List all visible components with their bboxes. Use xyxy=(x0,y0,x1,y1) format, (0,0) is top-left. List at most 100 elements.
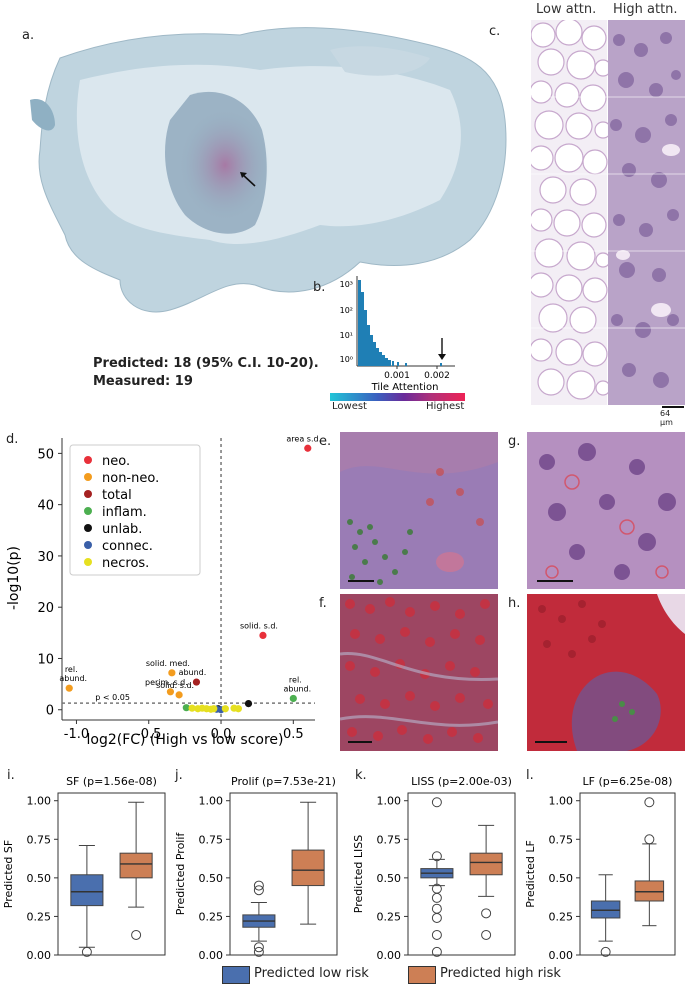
panel-label-f: f. xyxy=(319,596,327,611)
volcano-plot: -log10(p) log2(FC) (High vs low score) -… xyxy=(6,434,321,748)
volcano-xlabel: log2(FC) (High vs low score) xyxy=(86,732,283,748)
boxplot-ytick-label: 0.25 xyxy=(199,910,224,923)
panel-label-d: d. xyxy=(6,432,19,447)
boxplot-outlier xyxy=(131,929,142,940)
arrow-head-icon xyxy=(240,172,247,178)
boxplot-ylabel: Predicted SF xyxy=(2,840,15,908)
volcano-ytick-label: 30 xyxy=(37,550,54,565)
low-attention-heading: Low attn. xyxy=(536,2,597,17)
boxplot-ytick-label: 0.50 xyxy=(27,872,52,885)
volcano-point xyxy=(65,684,73,692)
boxplot-ytick-label: 1.00 xyxy=(549,795,574,808)
boxplot-outlier xyxy=(644,834,655,845)
volcano-legend-marker xyxy=(84,473,92,481)
boxplot-ytick-label: 0.75 xyxy=(549,833,574,846)
panel-label-g: g. xyxy=(508,434,521,449)
hist-ytick: 10⁰ xyxy=(340,355,353,364)
volcano-legend-label: total xyxy=(102,488,132,503)
micrograph-h xyxy=(527,594,685,751)
volcano-legend-marker xyxy=(84,558,92,566)
down-arrow-head-icon xyxy=(438,354,446,360)
volcano-ylabel: -log10(p) xyxy=(6,546,22,610)
hist-ytick: 10¹ xyxy=(340,331,353,340)
colorbar-low-label: Lowest xyxy=(332,401,367,412)
boxplot-outlier xyxy=(600,946,611,957)
volcano-legend-marker xyxy=(84,456,92,464)
boxplot-ytick-label: 0.00 xyxy=(27,949,52,962)
volcano-ytick-label: 50 xyxy=(37,447,54,462)
boxplot-box xyxy=(70,874,104,907)
attention-histogram: 10³ 10² 10¹ 10⁰ 0.001 0.002 Tile Attenti… xyxy=(340,276,455,393)
panel-label-b: b. xyxy=(313,280,326,295)
panel-label-j: j. xyxy=(175,768,183,783)
volcano-point xyxy=(166,688,175,696)
boxplot-title: LF (p=6.25e-08) xyxy=(583,775,673,788)
volcano-point-label: solid. s.d. xyxy=(240,621,278,630)
volcano-ytick-label: 0 xyxy=(46,704,54,719)
volcano-xtick-label: -0.5 xyxy=(136,727,161,742)
predicted-text: Predicted: 18 (95% C.I. 10-20). xyxy=(93,356,319,371)
boxplot-outlier xyxy=(431,946,442,957)
boxplot-ytick-label: 1.00 xyxy=(377,795,402,808)
hist-xtick: 0.002 xyxy=(424,371,450,381)
boxplot-ylabel: Predicted LISS xyxy=(352,835,365,913)
micrograph-g xyxy=(527,432,685,589)
volcano-point-label: solid. med. xyxy=(146,659,190,668)
volcano-point xyxy=(192,678,201,686)
boxplot-lf: LF (p=6.25e-08) 0.00 0.25 0.50 0.75 1.00 Predi… xyxy=(524,775,676,962)
tissue-fragment-top xyxy=(330,46,430,76)
boxplot-frame xyxy=(579,792,676,956)
volcano-point xyxy=(259,631,267,639)
volcano-ytick-label: 10 xyxy=(37,652,54,667)
hist-bars xyxy=(358,280,442,366)
volcano-point-label: rel. xyxy=(289,675,302,684)
volcano-point-label: solid. s.d. xyxy=(156,681,194,690)
panel-label-c: c. xyxy=(489,24,501,39)
micrograph-e xyxy=(340,432,498,589)
legend-label-high: Predicted high risk xyxy=(440,966,561,981)
volcano-threshold-label: p < 0.05 xyxy=(95,693,130,702)
boxplot-ylabel: Predicted Prolif xyxy=(174,832,187,916)
volcano-point-label: perim. s.d. xyxy=(145,678,188,687)
boxplot-ytick-label: 0.75 xyxy=(27,833,52,846)
volcano-legend-label: non-neo. xyxy=(102,471,159,486)
boxplot-prolif: Prolif (p=7.53e-21) 0.00 0.25 0.50 0.75 1.00 P… xyxy=(174,775,338,962)
volcano-point-label: abund. xyxy=(59,674,87,683)
legend-swatch-high xyxy=(408,966,436,984)
boxplot-frame xyxy=(57,792,166,956)
hist-xtick: 0.001 xyxy=(384,371,410,381)
whole-slide-image xyxy=(30,27,507,313)
hist-ytick: 10³ xyxy=(340,280,353,289)
volcano-legend-label: necros. xyxy=(102,556,149,571)
boxplot-ytick-label: 0.50 xyxy=(377,872,402,885)
panel-label-e: e. xyxy=(319,434,332,449)
boxplot-outlier xyxy=(431,903,442,914)
hist-xlabel: Tile Attention xyxy=(371,382,439,393)
boxplot-outlier xyxy=(481,929,492,940)
volcano-point-label: abund. xyxy=(179,668,207,677)
boxplot-outlier xyxy=(431,912,442,923)
volcano-xtick-label: 0.5 xyxy=(283,727,304,742)
boxplot-outlier xyxy=(253,942,264,953)
boxplot-box xyxy=(469,852,503,876)
boxplot-title: Prolif (p=7.53e-21) xyxy=(231,775,336,788)
volcano-point xyxy=(210,705,218,713)
scale-bar xyxy=(348,580,374,582)
scale-bar-label: 64 μm xyxy=(660,409,673,427)
legend-label-low: Predicted low risk xyxy=(254,966,369,981)
colorbar-high-label: Highest xyxy=(426,401,465,412)
tile-lumens xyxy=(616,144,680,317)
boxplot-ytick-label: 0.75 xyxy=(199,833,224,846)
scale-bar xyxy=(535,741,567,743)
boxplot-title: LISS (p=2.00e-03) xyxy=(411,775,512,788)
boxplot-ytick-label: 0.00 xyxy=(377,949,402,962)
tissue-fragment xyxy=(30,99,55,131)
boxplot-ytick-label: 1.00 xyxy=(199,795,224,808)
volcano-point xyxy=(182,704,190,712)
volcano-legend-marker xyxy=(84,541,92,549)
boxplot-box xyxy=(291,849,325,887)
volcano-legend-label: connec. xyxy=(102,539,153,554)
volcano-legend-box xyxy=(69,444,201,576)
boxplot-outlier xyxy=(253,946,264,957)
arrow-icon xyxy=(241,173,256,187)
